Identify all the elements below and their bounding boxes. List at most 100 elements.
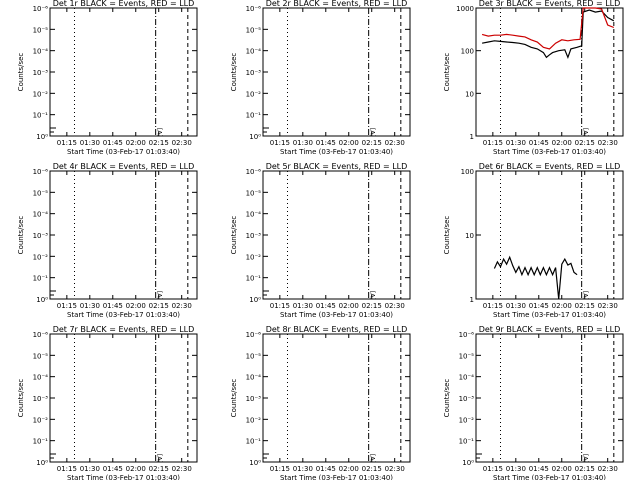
y-tick-label: 10⁻⁴ — [459, 374, 475, 382]
x-tick-label: 02:00 — [126, 139, 146, 147]
x-tick-label: 01:15 — [57, 302, 77, 310]
series-line-1 — [493, 255, 578, 300]
x-tick-label: 02:30 — [172, 465, 192, 473]
panel-8: Det 8r BLACK = Events, RED = LLD 10⁰ 10⁻¹ 1… — [230, 325, 411, 480]
x-tick-label: 02:00 — [339, 302, 359, 310]
x-tick-label: 01:30 — [506, 465, 526, 473]
plot-frame — [475, 333, 624, 463]
x-axis-label: Start Time (03-Feb-17 01:03:40) — [493, 311, 606, 319]
y-tick-label: 10⁻⁶ — [33, 5, 49, 13]
panel-1: Det 1r BLACK = Events, RED = LLD 10⁰ 10⁻¹ 1… — [17, 0, 198, 156]
y-axis-label: Counts/sec — [443, 216, 451, 255]
panel-3: Det 3r BLACK = Events, RED = LLD 1 10 100 10… — [443, 0, 624, 156]
x-tick-label: 02:15 — [575, 465, 595, 473]
panel-title: Det 6r BLACK = Events, RED = LLD — [479, 162, 621, 171]
y-tick-label: 100 — [461, 48, 474, 56]
y-tick-label: 10⁻⁵ — [246, 352, 262, 360]
panel-title: Det 7r BLACK = Events, RED = LLD — [53, 325, 195, 334]
y-tick-label: 10⁻⁴ — [33, 48, 49, 56]
panel-title: Det 1r BLACK = Events, RED = LLD — [53, 0, 195, 8]
marker-annotation: [A] — [369, 291, 376, 300]
y-tick-label: 10⁻⁴ — [33, 211, 49, 219]
plot-frame — [475, 7, 624, 137]
x-tick-label: 01:30 — [293, 302, 313, 310]
y-tick-label: 10⁻⁵ — [33, 352, 49, 360]
y-tick-label: 10⁻¹ — [246, 438, 262, 446]
x-tick-label: 02:15 — [575, 302, 595, 310]
x-tick-label: 01:30 — [293, 465, 313, 473]
panel-title: Det 9r BLACK = Events, RED = LLD — [479, 325, 621, 334]
y-tick-label: 10⁻⁴ — [246, 211, 262, 219]
x-tick-label: 01:45 — [529, 465, 549, 473]
y-tick-label: 10 — [465, 90, 474, 98]
marker-annotation: [A] — [582, 291, 589, 300]
plot-frame — [49, 333, 198, 463]
x-tick-label: 01:45 — [103, 465, 123, 473]
x-axis-label: Start Time (03-Feb-17 01:03:40) — [493, 474, 606, 480]
y-axis-label: Counts/sec — [17, 53, 25, 92]
y-tick-label: 10⁻⁴ — [246, 374, 262, 382]
x-axis-label: Start Time (03-Feb-17 01:03:40) — [280, 311, 393, 319]
x-tick-label: 02:15 — [149, 302, 169, 310]
x-tick-label: 02:00 — [552, 465, 572, 473]
y-tick-label: 10⁻³ — [33, 69, 49, 77]
y-tick-label: 10⁻³ — [459, 395, 475, 403]
x-tick-label: 02:30 — [172, 139, 192, 147]
panel-6: Det 6r BLACK = Events, RED = LLD 1 10 100 01… — [443, 162, 624, 319]
y-tick-label: 10⁻⁴ — [33, 374, 49, 382]
y-tick-label: 10⁻² — [459, 416, 475, 424]
y-tick-label: 10⁻⁶ — [246, 331, 262, 339]
x-axis-label: Start Time (03-Feb-17 01:03:40) — [280, 148, 393, 156]
y-tick-label: 10⁻¹ — [246, 275, 262, 283]
x-tick-label: 02:30 — [385, 139, 405, 147]
y-axis-label: Counts/sec — [230, 379, 238, 418]
plot-frame — [49, 170, 198, 300]
x-tick-label: 02:15 — [149, 139, 169, 147]
x-tick-label: 02:00 — [552, 139, 572, 147]
y-tick-label: 10⁻¹ — [33, 112, 49, 120]
x-tick-label: 01:15 — [270, 302, 290, 310]
x-tick-label: 01:45 — [103, 139, 123, 147]
x-axis-label: Start Time (03-Feb-17 01:03:40) — [67, 474, 180, 480]
x-tick-label: 01:45 — [316, 139, 336, 147]
y-tick-label: 10⁰ — [36, 296, 48, 304]
x-tick-label: 02:15 — [149, 465, 169, 473]
y-axis-label: Counts/sec — [230, 53, 238, 92]
y-tick-label: 10⁻⁶ — [246, 168, 262, 176]
y-tick-label: 10⁻⁶ — [33, 331, 49, 339]
y-tick-label: 10⁻² — [246, 253, 262, 261]
y-tick-label: 10⁻⁵ — [246, 26, 262, 34]
x-tick-label: 01:15 — [57, 465, 77, 473]
y-tick-label: 10⁻² — [33, 90, 49, 98]
panel-title: Det 4r BLACK = Events, RED = LLD — [53, 162, 195, 171]
plot-frame — [475, 170, 624, 300]
y-tick-label: 10⁻³ — [33, 395, 49, 403]
y-tick-label: 10⁻² — [33, 416, 49, 424]
x-tick-label: 02:30 — [385, 302, 405, 310]
plot-frame — [262, 7, 411, 137]
panel-4: Det 4r BLACK = Events, RED = LLD 10⁰ 10⁻¹ 1… — [17, 162, 198, 319]
y-tick-label: 10⁻⁵ — [33, 26, 49, 34]
y-tick-label: 10⁻⁵ — [246, 189, 262, 197]
x-tick-label: 02:30 — [172, 302, 192, 310]
y-tick-label: 10⁻³ — [33, 232, 49, 240]
x-tick-label: 01:15 — [57, 139, 77, 147]
plot-frame — [262, 333, 411, 463]
x-tick-label: 02:30 — [598, 139, 618, 147]
x-tick-label: 02:30 — [598, 465, 618, 473]
y-tick-label: 10⁰ — [249, 133, 261, 141]
x-tick-label: 02:15 — [362, 302, 382, 310]
x-tick-label: 01:15 — [270, 465, 290, 473]
y-tick-label: 10⁻¹ — [459, 438, 475, 446]
x-tick-label: 01:45 — [529, 302, 549, 310]
marker-annotation: [A] — [156, 454, 163, 463]
x-tick-label: 01:30 — [506, 139, 526, 147]
y-tick-label: 1 — [470, 133, 474, 141]
x-tick-label: 02:30 — [385, 465, 405, 473]
x-tick-label: 01:15 — [270, 139, 290, 147]
y-tick-label: 10⁰ — [249, 296, 261, 304]
marker-annotation: [A] — [156, 128, 163, 137]
y-tick-label: 10⁰ — [249, 459, 261, 467]
y-tick-label: 10⁰ — [462, 459, 474, 467]
y-axis-label: Counts/sec — [443, 379, 451, 418]
